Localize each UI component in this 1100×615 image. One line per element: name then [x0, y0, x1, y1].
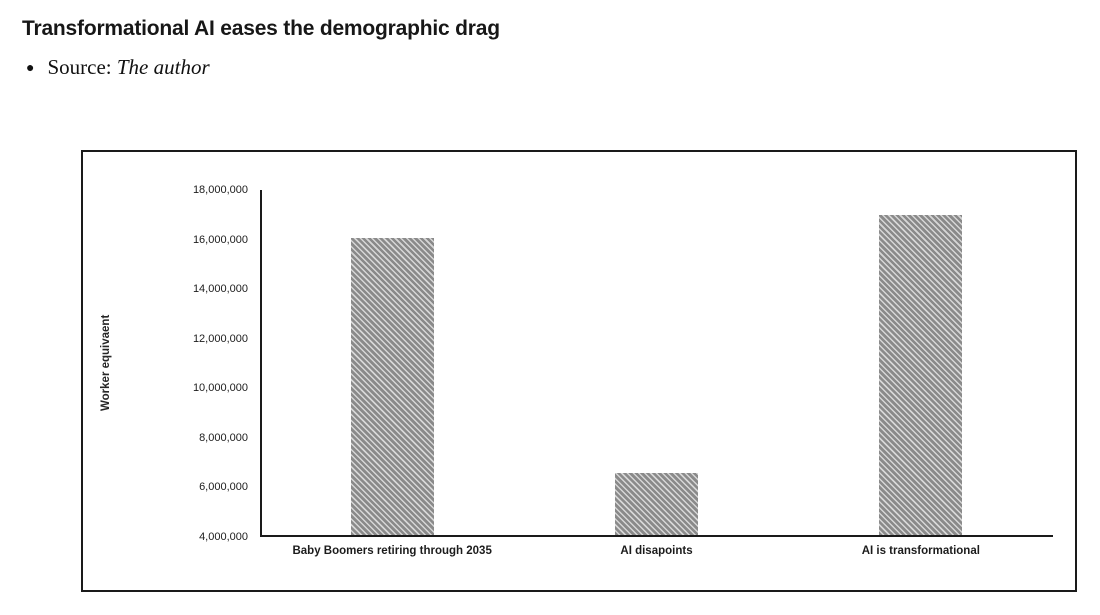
- chart-frame: Worker equivaent 4,000,000 6,000,000 8,000…: [81, 150, 1077, 592]
- bar: [879, 215, 963, 535]
- bar: [350, 237, 434, 535]
- x-axis-line: [260, 535, 1053, 537]
- y-tick-label: 8,000,000: [199, 431, 248, 444]
- y-tick-label: 10,000,000: [192, 382, 248, 395]
- source-author: The author: [116, 55, 210, 79]
- source-label: Source:: [47, 55, 117, 79]
- page-title: Transformational AI eases the demographi…: [22, 17, 500, 40]
- y-axis-title: Worker equivaent: [100, 314, 112, 411]
- x-category-label: AI is transformational: [861, 545, 980, 557]
- y-tick-label: 16,000,000: [192, 233, 248, 246]
- bar: [615, 473, 698, 535]
- source-bullet: ● Source: The author: [26, 55, 210, 80]
- y-tick-label: 14,000,000: [192, 283, 248, 296]
- x-category-label: Baby Boomers retiring through 2035: [292, 545, 492, 557]
- y-tick-label: 4,000,000: [199, 531, 248, 543]
- y-tick-label: 6,000,000: [199, 481, 248, 494]
- y-tick-label: 18,000,000: [192, 184, 248, 196]
- y-tick-label: 12,000,000: [192, 332, 248, 345]
- x-category-label: AI disapoints: [620, 545, 693, 557]
- source-text: Source: The author: [47, 55, 209, 80]
- y-axis-line: [260, 190, 262, 537]
- plot-area: 4,000,000 6,000,000 8,000,000 10,000,000 12,…: [193, 184, 1053, 557]
- bullet-icon: ●: [26, 59, 35, 75]
